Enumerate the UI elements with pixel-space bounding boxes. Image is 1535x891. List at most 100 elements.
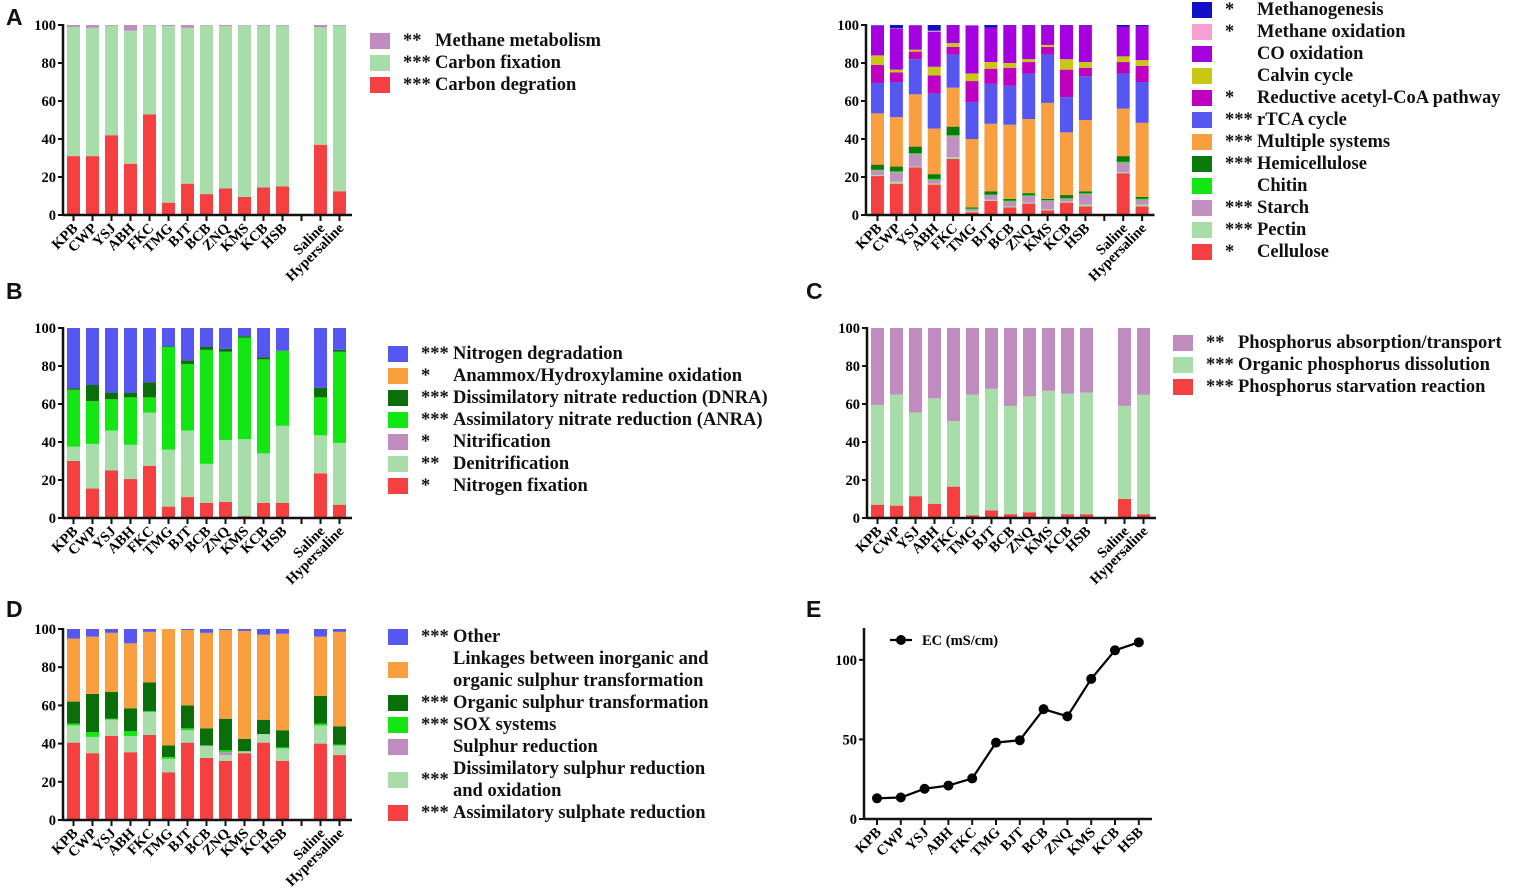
bar-segment xyxy=(219,25,232,189)
bar-segment xyxy=(1078,206,1092,215)
bar-segment xyxy=(200,25,213,195)
bar-segment xyxy=(890,328,903,395)
bar-segment xyxy=(181,705,194,729)
legend-swatch xyxy=(1192,222,1212,238)
bar-segment xyxy=(257,187,270,215)
bar-segment xyxy=(67,156,80,215)
bar-segment xyxy=(985,510,998,518)
legend-label: Denitrification xyxy=(453,454,570,474)
bar-segment xyxy=(1135,198,1149,200)
bar-segment xyxy=(1003,63,1017,68)
bar-segment xyxy=(200,757,213,820)
bar-segment xyxy=(86,25,99,28)
significance-marker: ** xyxy=(421,454,445,474)
bar-segment xyxy=(1022,202,1036,204)
bar-segment xyxy=(219,328,232,349)
bar-segment xyxy=(1060,201,1073,203)
bar-segment xyxy=(1003,207,1017,215)
legend-swatch xyxy=(388,662,408,678)
bar-segment xyxy=(162,347,175,450)
bar-segment xyxy=(67,26,80,157)
legend-swatch xyxy=(1173,335,1193,351)
bar-segment xyxy=(927,66,941,76)
legend-item: *** Organic sulphur transformation xyxy=(388,692,709,714)
bar-segment xyxy=(871,113,884,165)
y-tick-label: 0 xyxy=(49,813,56,829)
bar-segment xyxy=(257,634,270,720)
y-tick-label: 20 xyxy=(846,473,861,489)
y-tick-label: 40 xyxy=(846,435,861,451)
legend-item: *** Hemicellulose xyxy=(1192,153,1501,175)
bar-segment xyxy=(1003,67,1017,86)
bar-segment xyxy=(1060,97,1073,133)
legend-swatch xyxy=(388,695,408,711)
bar-segment xyxy=(276,25,289,26)
bar-segment xyxy=(86,732,99,737)
legend-item: * Nitrification xyxy=(388,431,768,453)
bar-segment xyxy=(1041,210,1055,215)
y-tick-label: 100 xyxy=(835,653,857,669)
significance-marker: * xyxy=(421,432,440,452)
bar-segment xyxy=(143,631,156,683)
bar-segment xyxy=(909,496,922,518)
bar-segment xyxy=(984,123,998,192)
bar-segment xyxy=(871,170,884,176)
bar-segment xyxy=(1080,328,1093,393)
legend-label: Phosphorus starvation reaction xyxy=(1238,377,1486,397)
bar-segment xyxy=(124,25,137,31)
bar-segment xyxy=(1137,394,1150,515)
bar-segment xyxy=(889,117,903,167)
bar-segment xyxy=(927,30,941,32)
legend-label: Reductive acetyl-CoA pathway xyxy=(1257,88,1501,108)
bar-segment xyxy=(238,629,251,631)
bar-segment xyxy=(890,394,903,506)
bar-segment xyxy=(143,328,156,383)
legend-label: Methanogenesis xyxy=(1257,0,1384,20)
bar-segment xyxy=(333,755,346,820)
bar-segment xyxy=(219,351,232,441)
bar-segment xyxy=(333,745,346,756)
bar-segment xyxy=(200,328,213,347)
bar-segment xyxy=(162,772,175,820)
legend-label: Dissimilatory nitrate reduction (DNRA) xyxy=(453,388,768,408)
y-tick-label: 100 xyxy=(837,18,859,34)
bar-segment xyxy=(1116,161,1130,163)
bar-segment xyxy=(200,728,213,746)
bar-segment xyxy=(908,59,922,95)
bar-segment xyxy=(143,712,156,736)
bar-segment xyxy=(1116,172,1130,174)
bar-segment xyxy=(124,163,137,215)
bar-segment xyxy=(276,186,289,215)
bar-segment xyxy=(333,25,346,26)
bar-segment xyxy=(1118,499,1131,518)
bar-segment xyxy=(67,446,80,461)
legend-point-marker xyxy=(896,635,906,645)
y-tick-label: 40 xyxy=(42,737,57,753)
bar-segment xyxy=(984,25,998,28)
bar-segment xyxy=(908,167,922,215)
bar-segment xyxy=(105,392,118,400)
bar-segment xyxy=(314,387,327,398)
bar-segment xyxy=(871,328,884,405)
bar-segment xyxy=(276,629,289,634)
bar-segment xyxy=(67,629,80,639)
legend-swatch xyxy=(1192,156,1212,172)
bar-segment xyxy=(908,49,922,52)
significance-marker: *** xyxy=(1225,198,1253,218)
y-tick-label: 60 xyxy=(42,94,57,110)
bar-segment xyxy=(124,328,137,393)
bar-segment xyxy=(1080,392,1093,515)
bar-segment xyxy=(238,337,251,440)
legend-label: Carbon fixation xyxy=(435,53,561,73)
legend-label: CO oxidation xyxy=(1257,44,1364,64)
significance-marker: *** xyxy=(403,53,431,73)
bar-segment xyxy=(1078,191,1092,194)
legend-label: Organic phosphorus dissolution xyxy=(1238,355,1490,375)
bar-segment xyxy=(1023,512,1036,518)
bar-segment xyxy=(871,169,884,171)
panel-label-b: B xyxy=(6,278,23,304)
bar-segment xyxy=(314,723,327,726)
legend-label: EC (mS/cm) xyxy=(922,633,998,649)
